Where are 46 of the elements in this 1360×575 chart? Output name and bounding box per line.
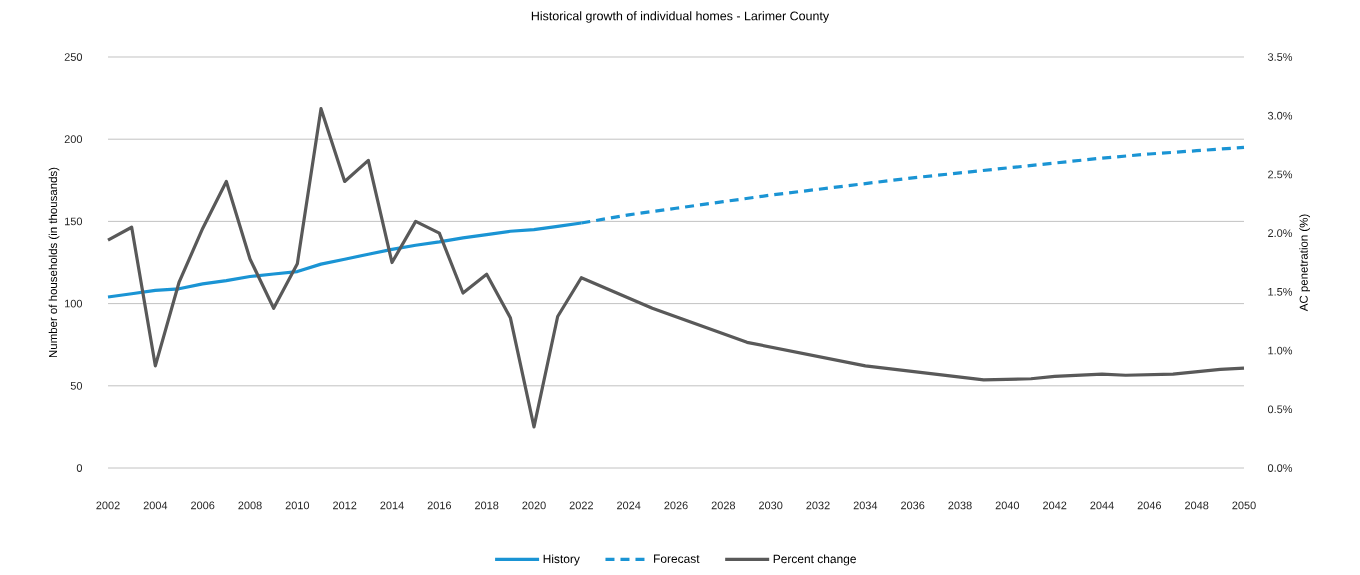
chart-title: Historical growth of individual homes - Larimer County xyxy=(531,11,830,23)
x-tick-label: 2046 xyxy=(1137,501,1162,510)
x-tick-label: 2036 xyxy=(901,501,925,510)
x-tick-label: 2050 xyxy=(1232,501,1256,510)
x-tick-label: 2022 xyxy=(569,501,593,510)
x-tick-label: 2034 xyxy=(853,501,878,510)
x-tick-label: 2020 xyxy=(522,501,546,510)
legend-label: Forecast xyxy=(654,554,700,563)
x-tick-label: 2044 xyxy=(1090,501,1114,510)
legend-label: History xyxy=(543,554,580,566)
y2-tick-label: 0.0% xyxy=(1267,464,1293,472)
x-tick-label: 2012 xyxy=(333,501,357,510)
y-tick-label: 100 xyxy=(65,299,83,308)
x-tick-label: 2014 xyxy=(380,501,404,510)
y-tick-label: 150 xyxy=(65,217,83,226)
x-tick-label: 2038 xyxy=(948,501,972,510)
x-tick-label: 2042 xyxy=(1043,501,1067,510)
x-tick-label: 2004 xyxy=(143,501,168,510)
x-tick-label: 2048 xyxy=(1185,501,1209,510)
legend-label: Percent change xyxy=(773,554,856,566)
y2-tick-label: 2.5% xyxy=(1268,170,1293,179)
x-tick-label: 2010 xyxy=(285,501,310,510)
x-tick-label: 2016 xyxy=(427,501,452,510)
y-axis-title: Number of households (in thousands) xyxy=(48,167,60,358)
y-tick-label: 250 xyxy=(64,53,83,61)
y2-tick-label: 3.5% xyxy=(1267,53,1293,61)
x-tick-label: 2032 xyxy=(806,501,830,510)
y-tick-label: 0 xyxy=(76,464,83,472)
x-tick-label: 2028 xyxy=(711,501,736,510)
x-tick-label: 2026 xyxy=(664,501,688,510)
y2-tick-label: 2.0% xyxy=(1268,229,1293,238)
y2-tick-label: 1.5% xyxy=(1268,288,1293,296)
x-tick-label: 2030 xyxy=(759,501,783,510)
x-tick-label: 2024 xyxy=(617,501,641,510)
y2-tick-label: 1.0% xyxy=(1268,346,1293,355)
x-tick-label: 2002 xyxy=(96,501,120,510)
x-tick-label: 2040 xyxy=(995,501,1020,510)
y2-tick-label: 3.0% xyxy=(1267,111,1293,120)
y2-axis-title: AC penetration (%) xyxy=(1299,214,1311,312)
line-series xyxy=(106,107,1246,429)
y-tick-label: 200 xyxy=(64,135,83,144)
x-tick-label: 2018 xyxy=(475,501,499,510)
x-tick-label: 2006 xyxy=(191,501,215,510)
y-tick-label: 50 xyxy=(70,381,83,390)
y2-tick-label: 0.5% xyxy=(1267,405,1293,414)
x-tick-label: 2008 xyxy=(238,501,262,510)
